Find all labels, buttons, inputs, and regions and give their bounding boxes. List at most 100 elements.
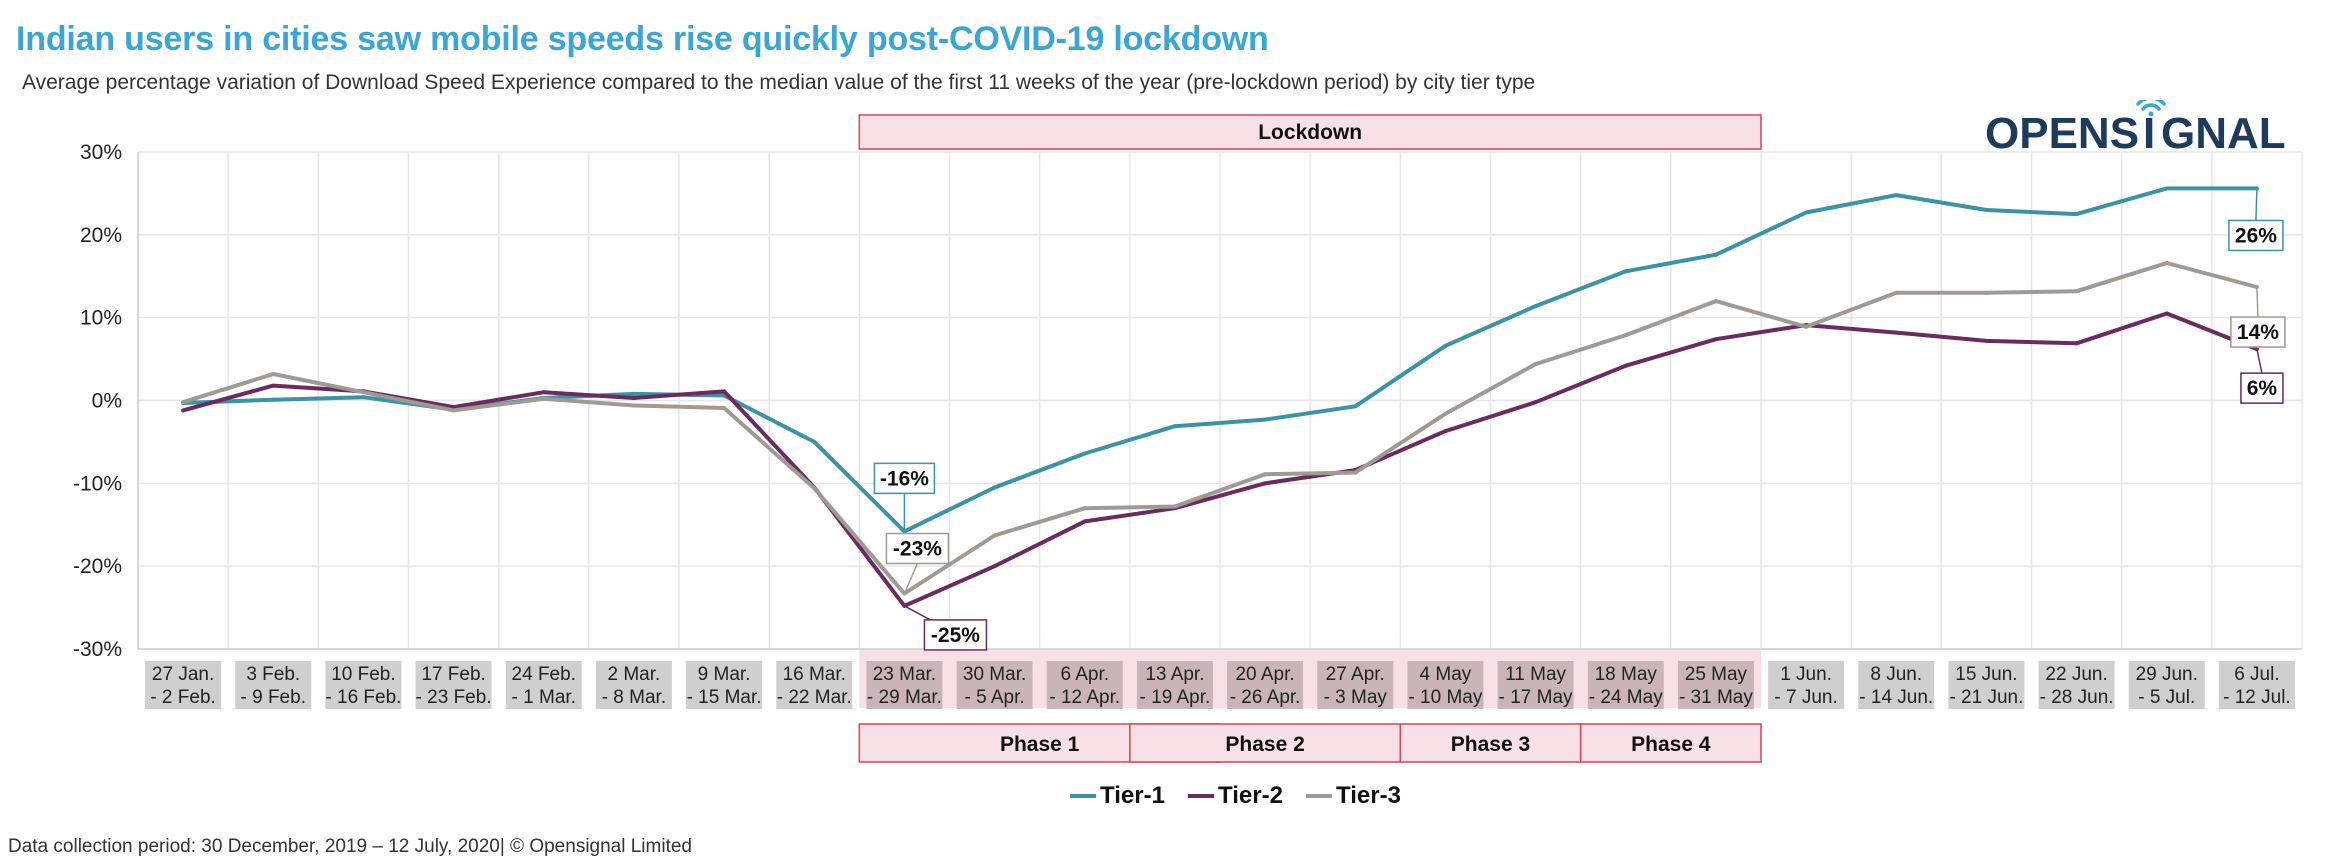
x-tick-label-line1: 2 Mar. (608, 664, 661, 685)
data-point-tier-1 (1894, 193, 1899, 198)
data-label: 6% (2247, 377, 2278, 400)
x-tick-label-bg (145, 661, 222, 709)
x-tick-label: 29 Jun.- 5 Jul. (2128, 661, 2205, 709)
x-tick-label-line2: - 9 Feb. (241, 687, 306, 708)
data-point-tier-1 (1443, 343, 1448, 348)
x-tick-label: 13 Apr.- 19 Apr. (1136, 661, 1213, 709)
x-tick-label-line2: - 5 Jul. (2138, 687, 2195, 708)
data-label: 14% (2237, 321, 2279, 344)
x-tick-label-line1: 16 Mar. (783, 664, 846, 685)
x-tick-label-line2: - 8 Mar. (602, 687, 666, 708)
x-tick-label-bg (1497, 661, 1574, 709)
callout-leader (2256, 348, 2263, 374)
opensignal-logo: OPENS I GNAL (1985, 100, 2286, 158)
x-tick-label-line1: 20 Apr. (1235, 664, 1294, 685)
x-tick-label-line2: - 1 Mar. (512, 687, 576, 708)
x-tick-label-line1: 15 Jun. (1955, 664, 2017, 685)
x-tick-label-line2: - 7 Jun. (1774, 687, 1837, 708)
x-tick-label-line2: - 17 May (1499, 687, 1573, 708)
logo-text-i: I (2143, 109, 2155, 158)
legend-label: Tier-1 (1100, 782, 1165, 809)
data-point-tier-1 (1263, 417, 1268, 422)
y-tick-label: -30% (73, 638, 122, 661)
data-point-tier-2 (1623, 363, 1628, 368)
x-tick-label: 17 Feb.- 23 Feb. (416, 661, 492, 709)
x-tick-label: 24 Feb.- 1 Mar. (505, 661, 582, 709)
x-tick-label-line2: - 24 May (1589, 687, 1663, 708)
x-tick-label-line1: 22 Jun. (2045, 664, 2107, 685)
data-point-tier-3 (1353, 470, 1358, 475)
x-tick-label-bg (1858, 661, 1935, 709)
x-tick-label-bg (1136, 661, 1213, 709)
x-tick-label: 4 May- 10 May (1407, 661, 1484, 709)
x-tick-label: 6 Apr.- 12 Apr. (1046, 661, 1123, 709)
x-tick-label-line2: - 10 May (1408, 687, 1482, 708)
x-tick-label-bg (1948, 661, 2025, 709)
logo-text-left: OPENS (1985, 109, 2139, 158)
data-point-tier-2 (451, 405, 456, 410)
data-point-tier-1 (2164, 186, 2169, 191)
series-line-tier-2 (182, 311, 2258, 608)
logo-text-right: GNAL (2161, 109, 2286, 158)
data-point-tier-2 (271, 383, 276, 388)
data-point-tier-1 (1984, 207, 1989, 212)
data-point-tier-1 (1804, 210, 1809, 215)
data-point-tier-3 (271, 371, 276, 376)
data-point-tier-2 (1533, 400, 1538, 405)
data-point-tier-2 (1082, 519, 1087, 524)
callout-tier-2: 6% (2240, 348, 2284, 404)
x-tick-label: 1 Jun.- 7 Jun. (1768, 661, 1845, 709)
data-point-tier-3 (1894, 290, 1899, 295)
x-tick-label-line2: - 26 Apr. (1230, 687, 1301, 708)
callout-tier-3: -23% (885, 532, 950, 594)
callout-tier-2: -25% (904, 605, 988, 651)
x-tick-label: 9 Mar.- 15 Mar. (686, 661, 763, 709)
x-tick-label-line1: 18 May (1595, 664, 1658, 685)
x-tick-label-bg (866, 661, 943, 709)
x-tick-label-bg (325, 661, 402, 709)
callout-tier-3: 14% (2230, 286, 2286, 348)
x-tick-label-line2: - 16 Feb. (325, 687, 401, 708)
data-point-tier-1 (1533, 304, 1538, 309)
x-tick-label-line1: 29 Jun. (2136, 664, 2198, 685)
data-point-tier-3 (631, 403, 636, 408)
data-point-tier-1 (1623, 269, 1628, 274)
data-point-tier-2 (541, 390, 546, 395)
x-tick-label-bg (1046, 661, 1123, 709)
x-tick-label-line1: 10 Feb. (331, 664, 395, 685)
data-label: -23% (893, 538, 942, 561)
data-point-tier-2 (1984, 338, 1989, 343)
legend-label: Tier-3 (1336, 782, 1401, 809)
x-tick-label-line2: - 29 Mar. (867, 687, 942, 708)
x-tick-label: 10 Feb.- 16 Feb. (325, 661, 401, 709)
data-point-tier-3 (541, 396, 546, 401)
data-point-tier-1 (361, 395, 366, 400)
x-tick-label: 18 May- 24 May (1587, 661, 1664, 709)
x-tick-label: 22 Jun.- 28 Jun. (2038, 661, 2115, 709)
x-tick-label: 3 Feb.- 9 Feb. (235, 661, 312, 709)
lockdown-banner (858, 114, 1762, 150)
phase-label: Phase 2 (1225, 733, 1304, 756)
x-tick-label: 30 Mar.- 5 Apr. (956, 661, 1033, 709)
callout-box (873, 462, 936, 495)
data-point-tier-2 (181, 408, 186, 413)
data-point-tier-2 (631, 396, 636, 401)
data-point-tier-2 (1443, 429, 1448, 434)
y-tick-label: -10% (73, 472, 122, 495)
data-point-tier-3 (1172, 504, 1177, 509)
data-point-tier-2 (2074, 341, 2079, 346)
x-tick-label: 16 Mar.- 22 Mar. (776, 661, 853, 709)
data-point-tier-2 (1713, 337, 1718, 342)
x-tick-label-line1: 6 Apr. (1060, 664, 1109, 685)
x-tick-label-bg (1317, 661, 1394, 709)
data-point-tier-1 (1353, 404, 1358, 409)
callout-leader (2256, 286, 2259, 318)
data-point-tier-3 (722, 405, 727, 410)
x-tick-label-bg (2218, 661, 2295, 709)
x-tick-label-line2: - 15 Mar. (687, 687, 762, 708)
x-tick-label-line1: 3 Feb. (246, 664, 300, 685)
x-tick-label-line2: - 23 Feb. (416, 687, 492, 708)
x-tick-label: 15 Jun.- 21 Jun. (1948, 661, 2025, 709)
x-tick-label-line1: 11 May (1505, 664, 1566, 685)
